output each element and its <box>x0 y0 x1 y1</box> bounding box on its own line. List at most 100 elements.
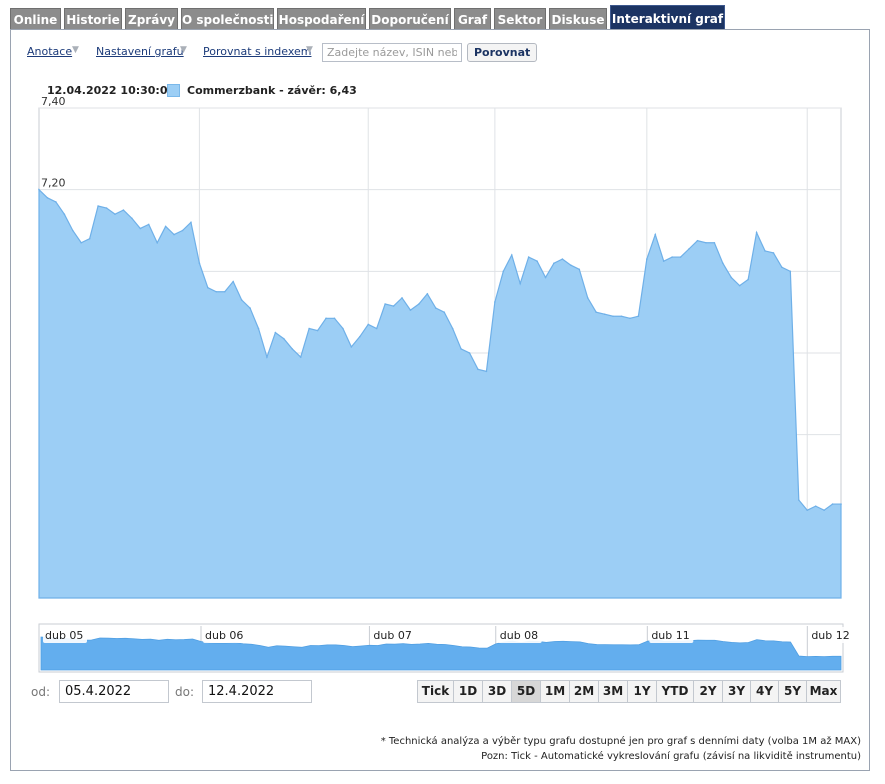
range-button-2y[interactable]: 2Y <box>694 680 723 703</box>
legend-datetime: 12.04.2022 10:30:00 <box>47 84 176 97</box>
data-point <box>434 307 437 309</box>
tab-hospodareni[interactable]: Hospodaření <box>277 8 366 30</box>
from-date-input[interactable] <box>59 680 169 703</box>
range-button-2m[interactable]: 2M <box>570 680 599 703</box>
data-point <box>190 221 192 224</box>
navigator-label-bg <box>809 627 854 643</box>
data-point <box>502 270 505 273</box>
data-point <box>240 299 243 301</box>
data-point <box>173 233 175 236</box>
data-point <box>80 241 83 244</box>
data-point <box>578 268 581 271</box>
data-point <box>747 278 749 281</box>
data-point <box>671 256 673 258</box>
data-point <box>620 315 623 318</box>
navigator-date-label: dub 08 <box>500 629 538 642</box>
compare-index-dropdown-icon[interactable]: ▼ <box>306 45 313 55</box>
chart-panel: Anotace ▼ Nastavení grafu ▼ Porovnat s i… <box>10 29 870 771</box>
data-point <box>232 280 234 283</box>
to-label: do: <box>175 685 195 699</box>
data-point <box>494 301 496 303</box>
data-point <box>561 258 564 260</box>
data-point <box>38 188 40 191</box>
to-date-input[interactable] <box>202 680 312 703</box>
range-button-3d[interactable]: 3D <box>483 680 512 703</box>
range-button-3y[interactable]: 3Y <box>723 680 751 703</box>
data-point <box>418 303 420 305</box>
navigator-label-bg <box>203 627 247 643</box>
range-button-5y[interactable]: 5Y <box>779 680 807 703</box>
data-point <box>97 205 99 207</box>
data-point <box>215 290 218 293</box>
data-point <box>460 348 462 350</box>
range-button-1d[interactable]: 1D <box>454 680 483 703</box>
compare-search-input[interactable] <box>322 43 462 62</box>
data-point <box>536 260 538 262</box>
data-point <box>840 503 842 505</box>
range-button-1y[interactable]: 1Y <box>628 680 657 703</box>
data-point <box>443 311 446 313</box>
data-point <box>426 292 429 295</box>
navigator-date-labels: dub 05 dub 06 dub 07 dub 08 dub 11 dub 12 <box>43 627 854 643</box>
tab-historie[interactable]: Historie <box>64 8 122 30</box>
compare-button[interactable]: Porovnat <box>467 43 538 62</box>
data-point <box>612 315 614 318</box>
navigator-chart[interactable]: dub 05 dub 06 dub 07 dub 08 dub 11 dub 12 <box>11 622 869 682</box>
range-button-5d[interactable]: 5D <box>512 680 541 703</box>
data-point <box>629 317 631 320</box>
data-point <box>586 297 589 299</box>
data-point <box>392 305 395 307</box>
data-point <box>806 509 809 512</box>
data-point <box>55 201 57 203</box>
price-data-points <box>38 188 842 512</box>
data-point <box>71 229 74 232</box>
footnotes: * Technická analýza a výběr typu grafu d… <box>381 734 861 764</box>
range-button-3m[interactable]: 3M <box>599 680 628 703</box>
navigator-date-label: dub 12 <box>811 629 849 642</box>
range-button-tick[interactable]: Tick <box>417 680 454 703</box>
data-point <box>544 276 547 279</box>
data-point <box>553 262 555 264</box>
footnote-technical-analysis: * Technická analýza a výběr typu grafu d… <box>380 736 861 747</box>
legend-swatch[interactable] <box>167 84 180 97</box>
annotations-dropdown-icon[interactable]: ▼ <box>72 45 79 55</box>
y-tick-label: 7,40 <box>41 95 66 108</box>
tab-bar: Online Historie Zprávy O společnosti Hos… <box>10 5 870 31</box>
data-point <box>654 233 657 236</box>
tab-zpravy[interactable]: Zprávy <box>125 8 178 30</box>
range-button-max[interactable]: Max <box>807 680 841 703</box>
annotations-menu[interactable]: Anotace <box>27 45 73 58</box>
data-point <box>705 241 707 244</box>
tab-online[interactable]: Online <box>10 8 61 30</box>
data-point <box>797 499 800 501</box>
data-point <box>46 197 49 199</box>
legend-series-label[interactable]: Commerzbank - závěr: 6,43 <box>187 84 357 97</box>
tab-diskuse[interactable]: Diskuse <box>549 8 607 30</box>
navigator-date-label: dub 05 <box>45 629 83 642</box>
main-chart[interactable]: 7,407,207,006,806,606,406,20 <box>11 30 869 650</box>
data-point <box>223 290 226 293</box>
chart-settings-menu[interactable]: Nastavení grafu <box>96 45 184 58</box>
tab-o-spolecnosti[interactable]: O společnosti <box>181 8 274 30</box>
data-point <box>831 503 834 505</box>
tab-graf[interactable]: Graf <box>454 8 491 30</box>
compare-index-menu[interactable]: Porovnat s indexem <box>203 45 312 58</box>
chart-settings-dropdown-icon[interactable]: ▼ <box>180 45 187 55</box>
data-point <box>384 303 386 305</box>
data-point <box>257 327 260 330</box>
data-point <box>105 207 108 209</box>
range-button-1m[interactable]: 1M <box>541 680 570 703</box>
range-button-4y[interactable]: 4Y <box>751 680 779 703</box>
tab-sektor[interactable]: Sektor <box>494 8 546 30</box>
data-point <box>595 311 597 313</box>
tab-interaktivni-graf[interactable]: Interaktivní graf <box>610 5 725 31</box>
data-point <box>299 356 302 358</box>
data-point <box>730 276 733 279</box>
tab-doporuceni[interactable]: Doporučení <box>369 8 451 30</box>
data-point <box>823 509 825 512</box>
data-point <box>713 241 716 244</box>
data-point <box>342 327 344 330</box>
data-point <box>738 284 741 287</box>
range-button-ytd[interactable]: YTD <box>657 680 694 703</box>
data-point <box>283 337 285 340</box>
